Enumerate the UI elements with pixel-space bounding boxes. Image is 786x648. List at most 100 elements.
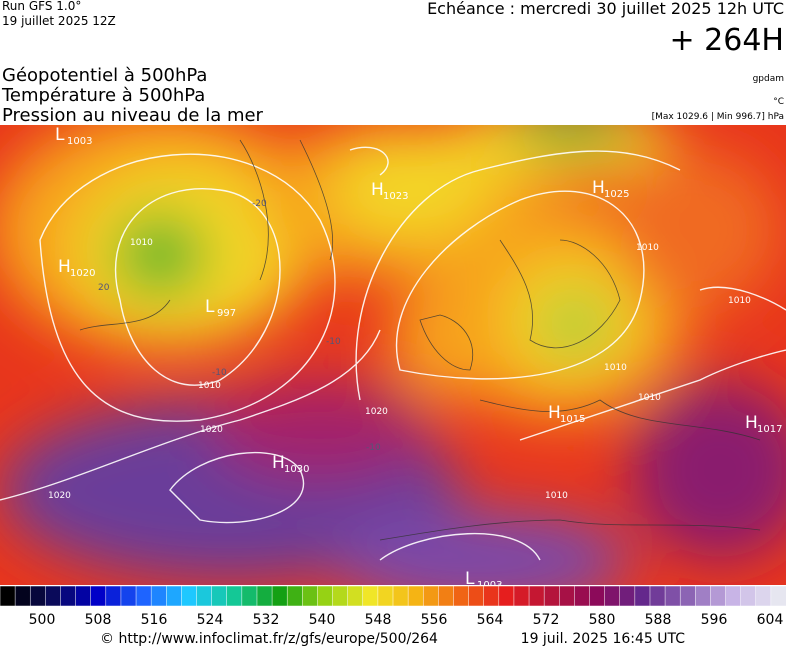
center-value: 1020 (70, 268, 95, 279)
isobar-label: 1020 (200, 425, 223, 435)
colorbar-swatch (120, 585, 137, 607)
colorbar-swatch (543, 585, 561, 607)
center-value: 1003 (477, 580, 502, 591)
isobar-label: 1010 (728, 296, 751, 306)
unit: gpdam (753, 74, 784, 84)
legend-line: Température à 500hPa (1, 85, 205, 106)
colorbar-swatch (166, 585, 183, 607)
colorbar-swatch (286, 585, 304, 607)
colorbar-tick-label: 540 (309, 612, 336, 628)
generated: 19 juil. 2025 16:45 UTC (521, 631, 686, 647)
colorbar-swatch (755, 585, 772, 607)
center-value: 1003 (67, 136, 92, 147)
center-letter: H (371, 180, 384, 200)
colorbar-swatch (740, 585, 757, 607)
isobar-label: 1010 (545, 491, 568, 501)
colorbar-swatch (75, 585, 92, 607)
colorbar-swatch (332, 585, 349, 607)
colorbar-tick-label: 588 (645, 612, 672, 628)
isobar-label: 1010 (198, 381, 221, 391)
temp-label: 20 (98, 283, 110, 293)
colorbar-swatch (347, 585, 364, 607)
colorbar-swatch (528, 585, 545, 607)
colorbar-swatch (0, 585, 16, 607)
colorbar-swatch (679, 585, 697, 607)
colorbar-swatch (407, 585, 424, 607)
center-letter: L (465, 569, 475, 589)
colorbar-swatch (513, 585, 530, 607)
map (0, 125, 786, 585)
colorbar-swatch (453, 585, 470, 607)
source: © http://www.infoclimat.fr/z/gfs/europe/… (100, 631, 438, 647)
lead-time: + 264H (670, 23, 785, 58)
colorbar-swatch (664, 585, 681, 607)
colorbar-swatch (302, 585, 319, 607)
colorbar-swatch (226, 585, 243, 607)
colorbar-tick-label: 572 (533, 612, 560, 628)
colorbar-swatch (14, 585, 31, 607)
run-date: 19 juillet 2025 12Z (2, 14, 116, 28)
center-value: 997 (217, 308, 236, 319)
center-letter: H (745, 413, 758, 433)
center-value: 1017 (757, 424, 782, 435)
colorbar-swatch (468, 585, 485, 607)
colorbar-swatch (483, 585, 500, 607)
colorbar-tick-label: 500 (29, 612, 56, 628)
center-letter: H (592, 178, 605, 198)
colorbar-swatch (256, 585, 273, 607)
colorbar-tick-label: 508 (85, 612, 112, 628)
center-value: 1025 (604, 189, 629, 200)
colorbar-tick-label: 556 (421, 612, 448, 628)
colorbar-tick-label: 548 (365, 612, 392, 628)
colorbar-swatch (392, 585, 409, 607)
unit: [Max 1029.6 | Min 996.7] hPa (652, 112, 784, 122)
colorbar-swatch (45, 585, 62, 607)
colorbar-swatch (574, 585, 591, 607)
echeance: Echéance : mercredi 30 juillet 2025 12h … (427, 0, 784, 18)
colorbar-swatch (589, 585, 606, 607)
run-label: Run GFS 1.0° (2, 0, 81, 13)
isobar-label: 1010 (604, 363, 627, 373)
colorbar-tick-label: 532 (253, 612, 280, 628)
colorbar-swatch (241, 585, 258, 607)
colorbar-swatch (362, 585, 379, 607)
colorbar: 500 508 516 524 532 540 548 556 564 572 580 588 596 6… (0, 585, 786, 628)
colorbar-tick-label: 524 (197, 612, 224, 628)
temp-label: -10 (326, 337, 341, 347)
colorbar-swatch (271, 585, 288, 607)
center-value: 1023 (383, 191, 408, 202)
temp-label: -10 (366, 443, 381, 453)
temp-label: -20 (252, 199, 267, 209)
center-letter: H (58, 257, 71, 277)
colorbar-swatch (604, 585, 621, 607)
colorbar-swatch (770, 585, 786, 607)
colorbar-swatch (90, 585, 107, 607)
colorbar-swatch (498, 585, 515, 607)
center-letter: L (55, 125, 65, 145)
colorbar-swatch (135, 585, 152, 607)
colorbar-swatch (695, 585, 712, 607)
colorbar-swatch (634, 585, 651, 607)
center-letter: L (205, 297, 215, 317)
colorbar-swatch (196, 585, 213, 607)
colorbar-tick-label: 604 (757, 612, 784, 628)
unit: °C (773, 97, 784, 107)
legend-line: Géopotentiel à 500hPa (2, 65, 207, 86)
center-letter: H (272, 453, 285, 473)
temp-label: -10 (212, 368, 227, 378)
colorbar-tick-label: 564 (477, 612, 504, 628)
colorbar-swatch (181, 585, 198, 607)
colorbar-swatch (211, 585, 228, 607)
isobar-label: 1010 (638, 393, 661, 403)
legend-line: Pression au niveau de la mer (2, 105, 264, 126)
colorbar-swatch (649, 585, 666, 607)
colorbar-swatch (619, 585, 636, 607)
colorbar-swatch (559, 585, 576, 607)
colorbar-swatch (422, 585, 440, 607)
isobar-label: 1010 (636, 243, 659, 253)
isobar-label: 1010 (130, 238, 153, 248)
colorbar-tick-label: 516 (141, 612, 168, 628)
colorbar-tick-label: 596 (701, 612, 728, 628)
colorbar-swatch (317, 585, 334, 607)
